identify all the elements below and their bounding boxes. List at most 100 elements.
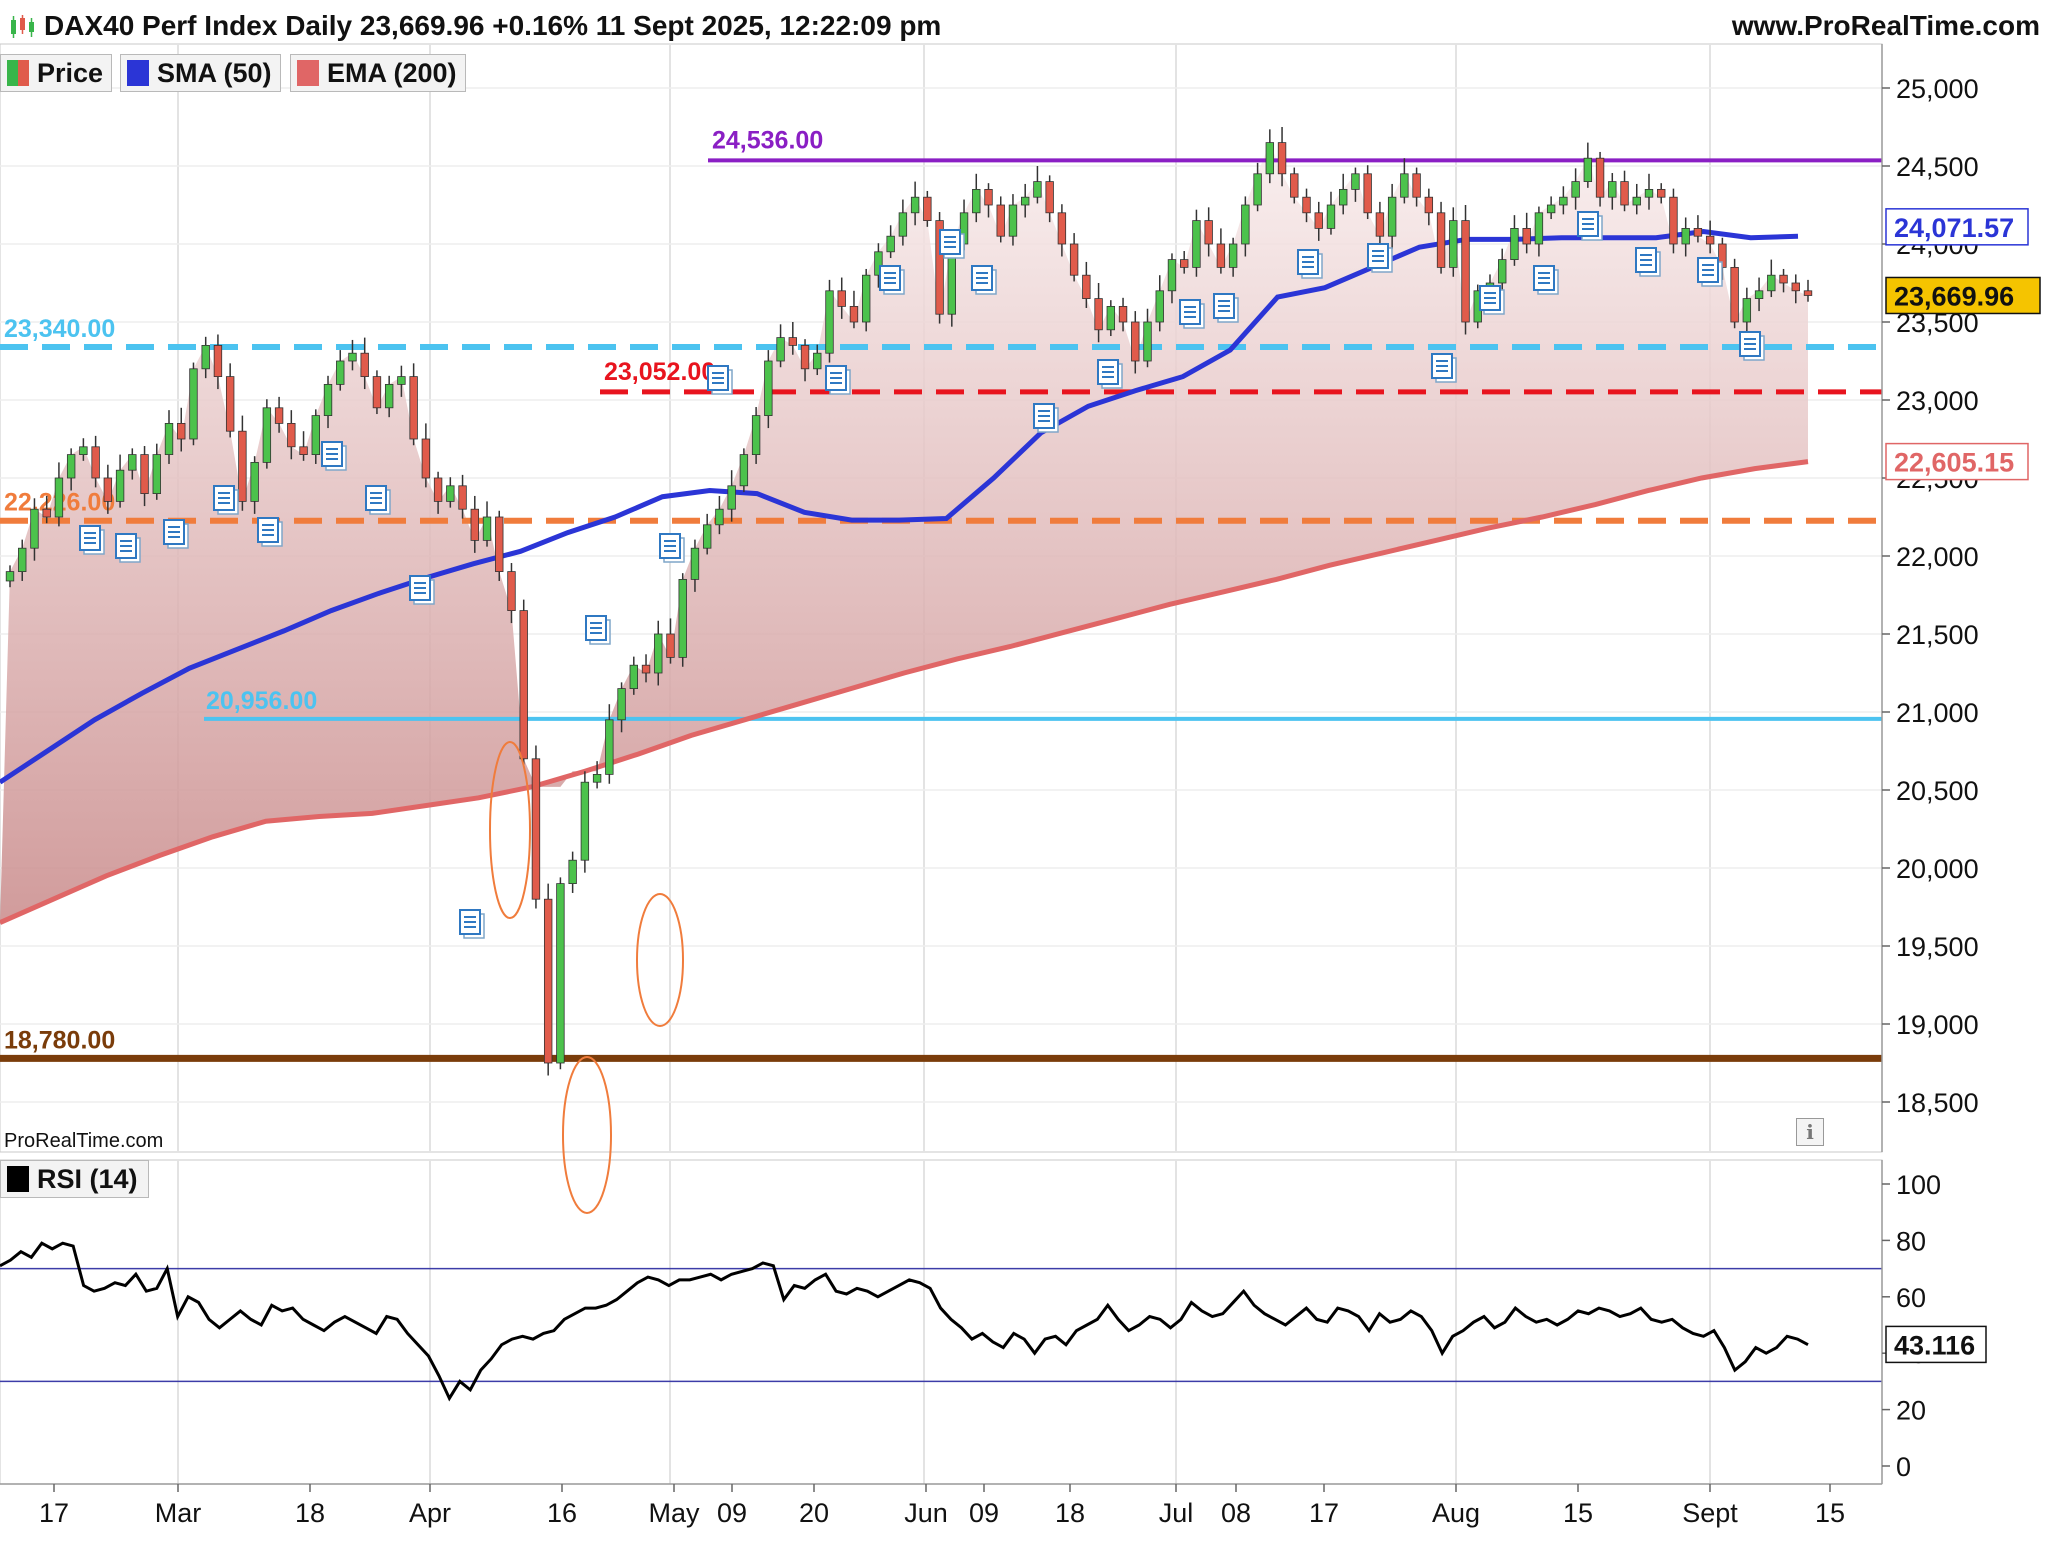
- news-doc-icon[interactable]: [1033, 403, 1059, 433]
- sma-line: [0, 228, 1799, 785]
- watermark: ProRealTime.com: [4, 1130, 164, 1152]
- rsi-last-value-bg: [1885, 1325, 1987, 1364]
- news-doc-icon[interactable]: [213, 485, 239, 515]
- candle-up: [568, 859, 577, 885]
- news-doc-icon[interactable]: [1179, 299, 1205, 329]
- candle-up: [702, 524, 712, 549]
- date-tick-label: 17: [1309, 1498, 1339, 1528]
- legend-rsi[interactable]: RSI (14): [0, 1160, 149, 1198]
- candle-down: [1595, 157, 1605, 198]
- candle-up: [556, 883, 565, 1064]
- candle-down: [1436, 212, 1446, 268]
- news-doc-icon[interactable]: [825, 365, 851, 395]
- candle-down: [800, 344, 810, 370]
- candle-down: [1461, 220, 1470, 323]
- candle-down: [1424, 196, 1434, 214]
- legend-rsi-label: RSI (14): [37, 1163, 138, 1194]
- price-tick-label: 18,500: [1896, 1088, 1979, 1118]
- news-doc-icon[interactable]: [707, 365, 733, 395]
- candle-up: [617, 688, 626, 721]
- candle-up: [446, 485, 455, 502]
- sma-50-line: [0, 228, 1799, 785]
- candle-up: [764, 360, 773, 416]
- candle-up: [1644, 188, 1654, 198]
- candle-down: [225, 376, 235, 432]
- candle-down: [1277, 142, 1287, 175]
- news-doc-icon[interactable]: [1479, 285, 1505, 315]
- legend-sma[interactable]: SMA (50): [120, 54, 281, 92]
- ema-line: [0, 459, 1809, 925]
- news-icons[interactable]: [79, 211, 1765, 939]
- date-tick-label: Mar: [155, 1498, 202, 1528]
- news-doc-icon[interactable]: [939, 229, 965, 259]
- candle-down: [1216, 243, 1226, 268]
- candle-up: [397, 376, 406, 385]
- candle-up: [813, 352, 822, 370]
- candles-app-icon[interactable]: [8, 14, 36, 40]
- candle-down: [666, 633, 675, 658]
- legend-price-label: Price: [37, 57, 104, 88]
- candle-down: [837, 290, 846, 307]
- news-doc-icon[interactable]: [1577, 211, 1603, 241]
- candle-up: [1534, 212, 1544, 245]
- site-link[interactable]: www.ProRealTime.com: [1731, 10, 2040, 41]
- candle-down: [849, 305, 859, 323]
- candle-down: [372, 376, 382, 409]
- candle-up: [54, 477, 64, 518]
- news-doc-icon[interactable]: [163, 519, 189, 549]
- candle-down: [433, 477, 443, 502]
- news-doc-icon[interactable]: [1533, 265, 1559, 295]
- candle-down: [1657, 188, 1666, 198]
- news-doc-icon[interactable]: [257, 517, 283, 547]
- level-label: 18,780.00: [4, 1026, 115, 1054]
- news-doc-icon[interactable]: [971, 265, 997, 295]
- news-doc-icon[interactable]: [1697, 257, 1723, 287]
- ema-fill-area: [0, 142, 1808, 923]
- rsi-tick-label: 0: [1896, 1452, 1911, 1482]
- news-doc-icon[interactable]: [409, 575, 435, 605]
- news-doc-icon[interactable]: [879, 265, 905, 295]
- legend-price[interactable]: Price: [0, 54, 113, 92]
- news-doc-icon[interactable]: [321, 441, 347, 471]
- candle-up: [886, 235, 895, 253]
- news-doc-icon[interactable]: [1739, 331, 1765, 361]
- candle-up: [1387, 196, 1397, 237]
- candle-up: [1449, 220, 1458, 268]
- candle-down: [507, 571, 516, 611]
- news-doc-icon[interactable]: [585, 615, 611, 645]
- candle-down: [177, 422, 186, 440]
- candle-up: [861, 274, 871, 323]
- news-doc-icon[interactable]: [1367, 243, 1393, 273]
- news-doc-icon[interactable]: [659, 533, 685, 563]
- candle-down: [1375, 212, 1385, 237]
- sma-last-value: 24,071.57: [1894, 213, 2014, 243]
- rsi-tick-label: 60: [1896, 1283, 1926, 1313]
- candle-down: [788, 337, 797, 346]
- candle-up: [1265, 142, 1275, 175]
- news-doc-icon[interactable]: [1213, 293, 1239, 323]
- news-doc-icon[interactable]: [1097, 359, 1123, 389]
- price-last-value: 23,669.96: [1894, 281, 2014, 311]
- news-doc-icon[interactable]: [1297, 249, 1323, 279]
- date-axis: 17 Mar 18 Apr 16 May 09 20 Jun 09 18 Jul 08 17 Aug 15 Se…: [0, 1483, 1882, 1528]
- news-doc-icon[interactable]: [1635, 247, 1661, 277]
- annotation-ovals: [489, 741, 684, 1214]
- info-icon[interactable]: i: [1796, 1118, 1824, 1146]
- candle-up: [1498, 259, 1507, 284]
- candle-down: [287, 422, 296, 448]
- candle-down: [1412, 173, 1421, 198]
- sma-last-value-bg: [1885, 208, 2029, 246]
- price-swatch-icon: [7, 60, 29, 86]
- candle-up: [1583, 157, 1593, 182]
- candle-up: [1339, 188, 1348, 206]
- date-tick-label: 18: [295, 1498, 325, 1528]
- news-doc-icon[interactable]: [365, 485, 391, 515]
- news-doc-icon[interactable]: [1431, 353, 1457, 383]
- news-doc-icon[interactable]: [79, 525, 105, 555]
- candle-down: [1803, 290, 1813, 296]
- legend-ema[interactable]: EMA (200): [290, 54, 466, 92]
- news-doc-icon[interactable]: [459, 909, 485, 939]
- price-tick-label: 22,000: [1896, 542, 1979, 572]
- news-doc-icon[interactable]: [115, 533, 141, 563]
